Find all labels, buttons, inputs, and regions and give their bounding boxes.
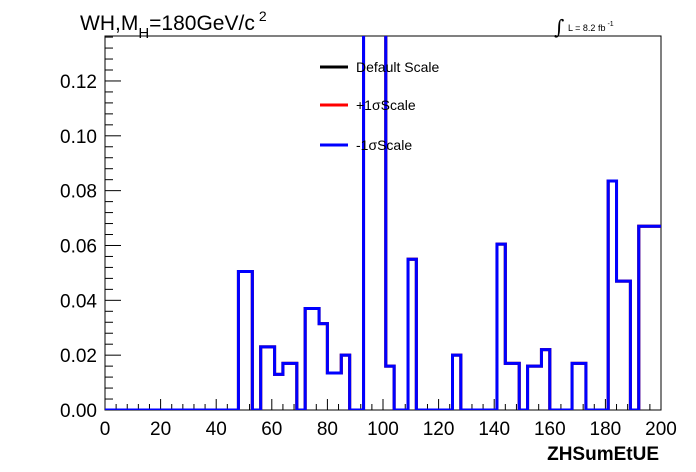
legend-label-1: +1σScale <box>356 97 416 113</box>
legend-label-2: -1σScale <box>356 137 412 153</box>
x-tick-label: 120 <box>423 419 455 440</box>
y-tick-label: 0.06 <box>60 236 97 257</box>
y-tick-label: 0.10 <box>60 127 97 148</box>
title-main: =180GeV/c <box>149 12 255 35</box>
x-tick-label: 0 <box>100 419 111 440</box>
title-superscript: 2 <box>259 8 267 24</box>
x-tick-label: 60 <box>261 419 282 440</box>
series-line-2 <box>105 36 661 410</box>
x-tick-label: 40 <box>206 419 227 440</box>
x-tick-label: 200 <box>645 419 677 440</box>
series-line-0 <box>105 36 661 410</box>
y-axis: 0.00 0.02 0.04 0.06 0.08 0.10 0.12 <box>60 36 121 422</box>
x-tick-label: 140 <box>478 419 510 440</box>
x-axis: 0 20 40 60 80 100 120 140 160 180 200 <box>100 399 677 440</box>
x-tick-label: 180 <box>590 419 622 440</box>
legend-label-0: Default Scale <box>356 59 439 75</box>
x-tick-label: 160 <box>534 419 566 440</box>
y-tick-label: 0.02 <box>60 346 97 367</box>
y-tick-label: 0.00 <box>60 401 97 422</box>
lumi-text: L = 8.2 fb <box>568 23 605 33</box>
y-tick-label: 0.08 <box>60 182 97 203</box>
lumi-superscript: -1 <box>607 21 613 28</box>
integral-symbol: ∫ <box>554 15 564 39</box>
title-subscript: H <box>138 25 149 42</box>
x-tick-label: 80 <box>317 419 338 440</box>
series-layer <box>105 36 661 410</box>
legend: Default Scale +1σScale -1σScale <box>320 59 439 153</box>
x-tick-label: 100 <box>367 419 399 440</box>
title-prefix: WH,M <box>80 12 138 35</box>
lumi-label: ∫ L = 8.2 fb -1 <box>554 15 614 39</box>
series-line-1 <box>105 36 661 410</box>
y-tick-label: 0.12 <box>60 72 97 93</box>
chart-title: WH,MH=180GeV/c 2 <box>80 8 267 42</box>
svg-text:L = 8.2 fb-1: L = 8.2 fb -1 <box>568 21 614 33</box>
x-axis-label: ZHSumEtUE <box>547 444 659 465</box>
y-tick-label: 0.04 <box>60 291 97 312</box>
plot-frame <box>104 35 662 411</box>
x-tick-label: 20 <box>150 419 171 440</box>
